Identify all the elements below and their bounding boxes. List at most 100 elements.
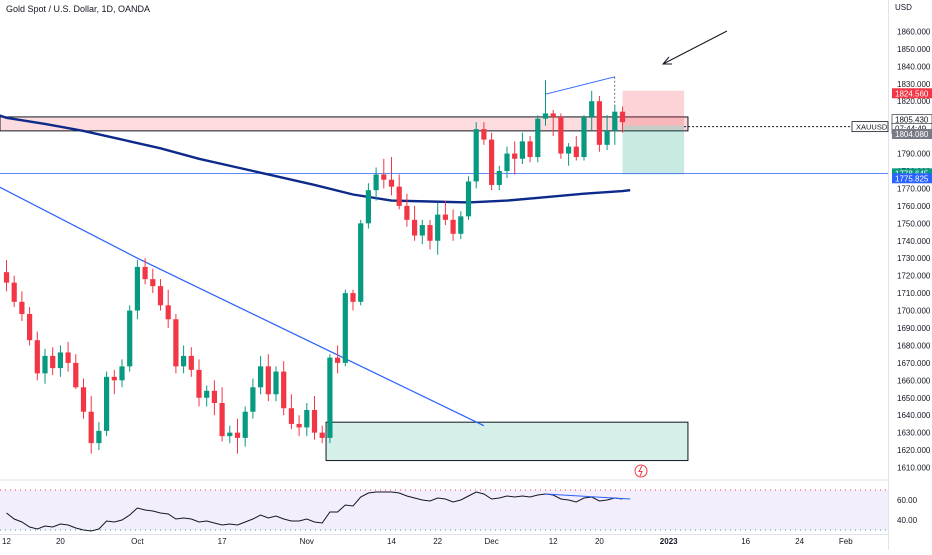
time-tick-label: 12 bbox=[549, 537, 558, 546]
annotation-arrow bbox=[662, 30, 728, 65]
candle bbox=[612, 104, 618, 145]
candle-body bbox=[80, 387, 87, 412]
candle-body bbox=[581, 116, 587, 158]
candle bbox=[381, 158, 387, 189]
candle-body bbox=[573, 146, 579, 158]
demand-zone bbox=[325, 421, 689, 462]
price-tick-label: 1670.000 bbox=[897, 359, 931, 368]
rsi-tick-label: 40.00 bbox=[897, 516, 918, 525]
candle-body bbox=[427, 225, 433, 241]
candle bbox=[496, 165, 502, 191]
candle bbox=[589, 90, 595, 131]
candle bbox=[442, 200, 448, 226]
candle-body bbox=[442, 214, 448, 220]
candle-body bbox=[234, 432, 241, 438]
candle-body bbox=[204, 390, 210, 398]
candle-body bbox=[550, 113, 556, 117]
candle bbox=[373, 167, 379, 201]
candle bbox=[227, 425, 233, 444]
price-label-box bbox=[892, 173, 932, 184]
candle-body bbox=[535, 118, 541, 158]
candle bbox=[296, 415, 302, 437]
candle bbox=[342, 289, 348, 367]
candle bbox=[365, 183, 371, 229]
price-tick-label: 1630.000 bbox=[897, 429, 931, 438]
candle bbox=[65, 341, 71, 372]
candle bbox=[173, 314, 179, 374]
candle-body bbox=[173, 319, 179, 367]
time-tick-label: Oct bbox=[131, 537, 144, 546]
candle bbox=[288, 394, 294, 430]
candle-body bbox=[157, 286, 164, 306]
time-tick-label: Feb bbox=[839, 537, 853, 546]
short-position-risk bbox=[622, 90, 685, 126]
time-tick-label: 12 bbox=[2, 537, 11, 546]
rsi-band bbox=[0, 490, 888, 530]
candle bbox=[96, 422, 102, 451]
price-divergence-line bbox=[545, 76, 615, 95]
candle bbox=[157, 279, 164, 311]
candle-body bbox=[396, 186, 402, 206]
candle bbox=[435, 202, 441, 255]
candle bbox=[19, 291, 25, 322]
candle-body bbox=[57, 352, 63, 369]
candle bbox=[473, 122, 479, 189]
moving-average-line bbox=[0, 114, 631, 204]
lightning-icon bbox=[638, 465, 643, 477]
time-tick-label: 17 bbox=[218, 537, 227, 546]
candle bbox=[242, 406, 248, 447]
candle-body bbox=[127, 310, 133, 367]
candle-body bbox=[34, 340, 40, 374]
candle bbox=[281, 361, 287, 416]
candle bbox=[335, 345, 341, 374]
price-tick-label: 1770.000 bbox=[897, 184, 931, 193]
candle bbox=[265, 354, 271, 402]
candle-body bbox=[419, 225, 425, 236]
candle-body bbox=[42, 355, 48, 374]
candle-body bbox=[319, 432, 325, 438]
price-tick-label: 1690.000 bbox=[897, 324, 931, 333]
candle-body bbox=[358, 223, 364, 302]
candle-body bbox=[250, 387, 256, 412]
chart-title: Gold Spot / U.S. Dollar, 1D, OANDA bbox=[6, 4, 151, 14]
candle-body bbox=[134, 266, 140, 311]
rsi-tick-label: 60.00 bbox=[897, 496, 918, 505]
price-label: 1824.560 bbox=[895, 89, 929, 98]
price-tick-label: 1610.000 bbox=[897, 464, 931, 473]
price-tick-label: 1860.000 bbox=[897, 27, 931, 36]
candle bbox=[481, 122, 487, 145]
candle bbox=[88, 396, 94, 454]
time-tick-label: 16 bbox=[741, 537, 750, 546]
candle-body bbox=[473, 129, 479, 182]
price-tick-label: 1700.000 bbox=[897, 307, 931, 316]
candle bbox=[604, 115, 610, 151]
candle bbox=[419, 219, 425, 245]
candle-body bbox=[596, 101, 602, 145]
price-tick-label: 1740.000 bbox=[897, 237, 931, 246]
candle bbox=[204, 385, 210, 407]
candle-body bbox=[504, 153, 510, 171]
price-label: 1805.430 bbox=[895, 116, 929, 125]
candle bbox=[535, 115, 541, 163]
candle-body bbox=[50, 355, 56, 369]
candle-body bbox=[489, 139, 495, 185]
candle-body bbox=[242, 411, 248, 438]
candle bbox=[111, 369, 117, 395]
candle-body bbox=[604, 130, 610, 145]
candle bbox=[181, 345, 187, 374]
candle-body bbox=[558, 116, 564, 154]
candle-body bbox=[373, 174, 379, 191]
candle bbox=[80, 378, 87, 419]
candle bbox=[165, 289, 171, 328]
candle-body bbox=[404, 205, 410, 220]
candle-body bbox=[3, 272, 10, 283]
candle-body bbox=[496, 170, 502, 185]
annotation-arrowhead bbox=[661, 56, 672, 65]
candle-body bbox=[19, 301, 25, 315]
candle bbox=[50, 347, 56, 376]
candle bbox=[11, 275, 17, 308]
candle bbox=[34, 331, 40, 381]
time-tick-label: 14 bbox=[387, 537, 396, 546]
candle bbox=[42, 348, 48, 384]
